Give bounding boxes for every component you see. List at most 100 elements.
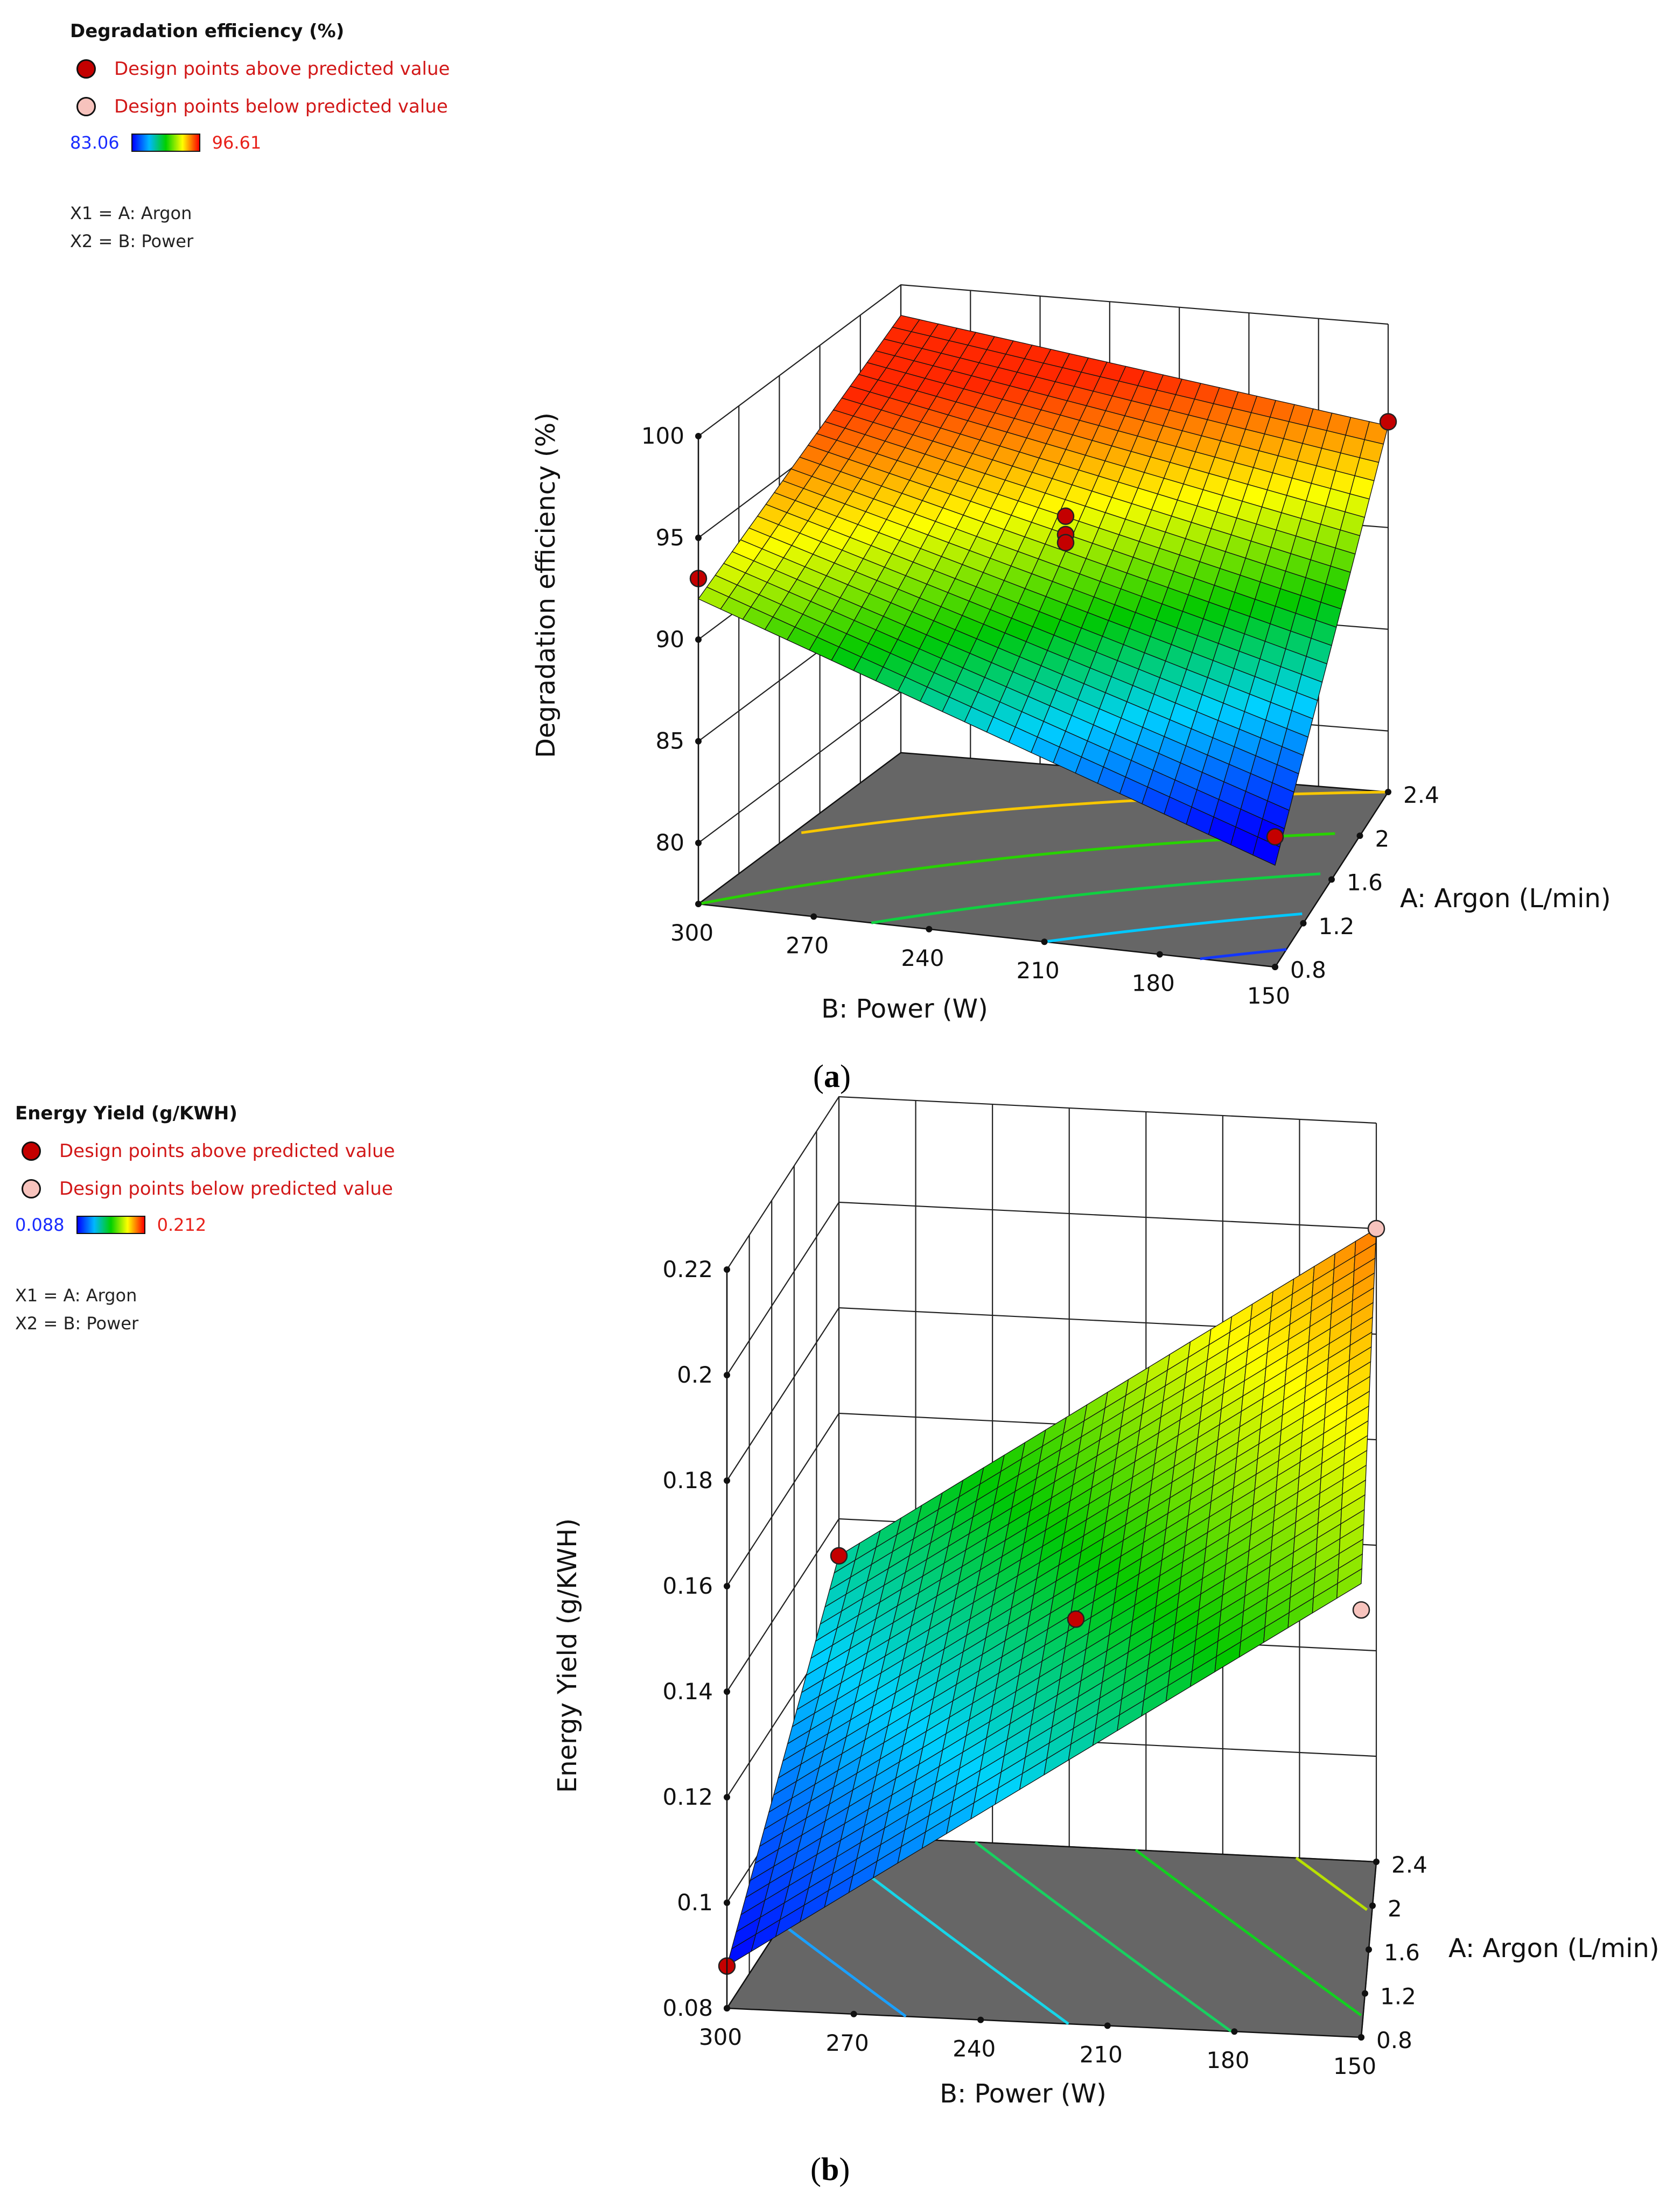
color-scale: 0.088 0.212 bbox=[15, 1215, 395, 1235]
y-tick-mark bbox=[1373, 1859, 1380, 1865]
grid-line bbox=[726, 1201, 1377, 1376]
z-tick-label: 0.16 bbox=[662, 1573, 713, 1599]
z-axis-title: Degradation efficiency (%) bbox=[531, 412, 561, 758]
z-tick-label: 90 bbox=[656, 626, 684, 653]
y-tick-label: 0.8 bbox=[1376, 2027, 1412, 2053]
color-scale-min: 0.088 bbox=[15, 1215, 65, 1235]
y-tick-mark bbox=[1356, 832, 1363, 839]
x-tick-label: 180 bbox=[1206, 2047, 1249, 2073]
z-tick-label: 0.12 bbox=[662, 1784, 713, 1810]
y-tick-label: 2 bbox=[1388, 1896, 1402, 1922]
legend-below-label: Design points below predicted value bbox=[59, 1178, 393, 1200]
x-tick-label: 240 bbox=[901, 945, 944, 971]
design-point bbox=[1056, 507, 1075, 525]
contour-line bbox=[1295, 1856, 1368, 1911]
y-axis-title: A: Argon (L/min) bbox=[1400, 884, 1611, 914]
variable-x1: X1 = A: Argon bbox=[15, 1285, 137, 1306]
x-tick-mark bbox=[977, 2016, 984, 2023]
z-tick-mark bbox=[695, 534, 702, 541]
design-point bbox=[1379, 413, 1397, 431]
contour-line bbox=[698, 832, 1335, 906]
z-tick-mark bbox=[724, 1794, 730, 1800]
z-tick-label: 100 bbox=[641, 423, 684, 449]
caption-a-label: a bbox=[823, 1059, 840, 1094]
x-tick-label: 150 bbox=[1247, 983, 1290, 1009]
y-tick-label: 2.4 bbox=[1391, 1852, 1427, 1878]
contour-line bbox=[974, 1841, 1232, 2032]
x-tick-mark bbox=[850, 2010, 857, 2017]
y-tick-label: 2.4 bbox=[1403, 782, 1439, 808]
z-tick-mark bbox=[695, 636, 702, 643]
y-tick-mark bbox=[1369, 1902, 1376, 1909]
design-point bbox=[1067, 1610, 1085, 1628]
color-scale-max: 0.212 bbox=[157, 1215, 207, 1235]
contour-line bbox=[1200, 948, 1287, 961]
legend-item-below: Design points below predicted value bbox=[15, 1178, 395, 1200]
y-tick-mark bbox=[1300, 920, 1307, 927]
x-tick-label: 210 bbox=[1017, 957, 1060, 984]
design-point bbox=[1367, 1219, 1385, 1238]
x-tick-mark bbox=[1156, 951, 1163, 958]
z-tick-label: 0.18 bbox=[662, 1467, 713, 1494]
color-gradient-bar bbox=[76, 1216, 145, 1234]
grid-line bbox=[698, 284, 1389, 437]
design-point bbox=[830, 1547, 848, 1565]
x-tick-label: 210 bbox=[1080, 2041, 1123, 2067]
x-tick-mark bbox=[1231, 2028, 1238, 2035]
variable-x2: X2 = B: Power bbox=[70, 231, 194, 251]
x-tick-label: 300 bbox=[699, 2024, 742, 2050]
z-tick-label: 0.14 bbox=[662, 1678, 713, 1705]
y-tick-mark bbox=[1272, 964, 1278, 970]
y-tick-label: 1.6 bbox=[1384, 1939, 1420, 1966]
surface-chart-b: 0.08 0.1 0.12 0.14 0.16 0.18 0.2 0.22 300 270 240 2… bbox=[552, 1096, 1660, 2109]
pink-dot-icon bbox=[76, 97, 96, 116]
y-axis-title: A: Argon (L/min) bbox=[1448, 1933, 1660, 1964]
y-tick-label: 1.6 bbox=[1347, 870, 1383, 896]
x-tick-label: 270 bbox=[826, 2030, 869, 2056]
x-axis-title: B: Power (W) bbox=[940, 2079, 1107, 2109]
color-gradient-bar bbox=[131, 134, 200, 152]
response-surface bbox=[698, 314, 1389, 866]
x-tick-label: 240 bbox=[953, 2036, 996, 2062]
x-tick-mark bbox=[1041, 938, 1048, 945]
legend-item-above: Design points above predicted value bbox=[70, 58, 450, 80]
x-axis-title: B: Power (W) bbox=[821, 994, 988, 1024]
contour-line bbox=[1135, 1849, 1362, 2017]
contour-line bbox=[1044, 912, 1303, 943]
variable-x2: X2 = B: Power bbox=[15, 1313, 139, 1334]
red-dot-icon bbox=[22, 1141, 41, 1161]
design-point bbox=[1352, 1601, 1370, 1619]
surface-cell bbox=[1336, 1568, 1362, 1599]
axes: 0.08 0.1 0.12 0.14 0.16 0.18 0.2 0.22 300 270 240 2… bbox=[662, 1256, 1427, 2079]
z-tick-mark bbox=[695, 738, 702, 745]
grid-line bbox=[726, 1307, 1377, 1481]
x-tick-label: 300 bbox=[670, 920, 713, 946]
z-axis-title: Energy Yield (g/KWH) bbox=[552, 1518, 583, 1793]
z-tick-label: 85 bbox=[656, 728, 684, 754]
x-tick-label: 180 bbox=[1132, 970, 1175, 997]
legend-panel-b: Energy Yield (g/KWH) Design points above… bbox=[15, 1103, 395, 1337]
z-tick-label: 0.2 bbox=[677, 1362, 713, 1388]
legend-below-label: Design points below predicted value bbox=[114, 96, 448, 117]
z-tick-mark bbox=[724, 1372, 730, 1378]
x-tick-mark bbox=[810, 913, 817, 920]
z-tick-mark bbox=[724, 1477, 730, 1484]
design-point bbox=[1266, 828, 1284, 846]
z-tick-mark bbox=[724, 1899, 730, 1906]
x-tick-mark bbox=[926, 926, 933, 933]
y-tick-mark bbox=[1366, 1946, 1372, 1953]
y-tick-mark bbox=[1362, 1990, 1368, 1997]
y-tick-label: 2 bbox=[1375, 825, 1390, 852]
z-tick-label: 0.22 bbox=[662, 1256, 713, 1282]
x-tick-mark bbox=[695, 901, 702, 907]
z-tick-label: 0.08 bbox=[662, 1995, 713, 2021]
caption-b-label: b bbox=[821, 2151, 839, 2187]
design-points bbox=[718, 1219, 1385, 1975]
y-tick-label: 1.2 bbox=[1380, 1983, 1416, 2010]
legend-item-above: Design points above predicted value bbox=[15, 1140, 395, 1162]
color-scale-max: 96.61 bbox=[212, 132, 262, 153]
legend-title: Degradation efficiency (%) bbox=[70, 20, 345, 42]
